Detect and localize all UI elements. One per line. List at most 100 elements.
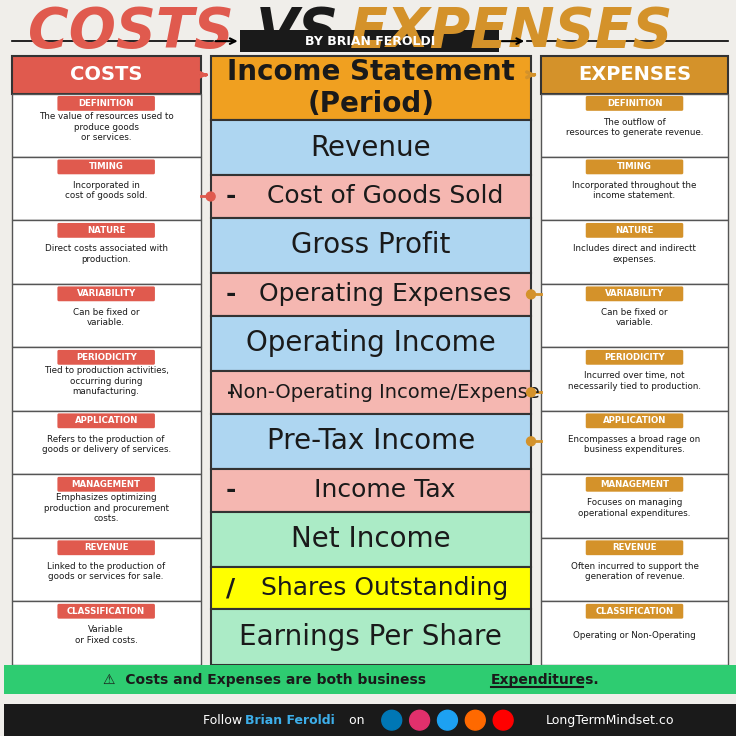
Text: Refers to the production of
goods or delivery of services.: Refers to the production of goods or del… xyxy=(42,435,171,454)
Text: COSTS: COSTS xyxy=(28,5,234,59)
Text: Incurred over time, not
necessarily tied to production.: Incurred over time, not necessarily tied… xyxy=(568,372,701,391)
Circle shape xyxy=(526,437,536,446)
Text: Operating Income: Operating Income xyxy=(246,330,496,358)
Text: Earnings Per Share: Earnings Per Share xyxy=(239,623,502,651)
Text: TIMING: TIMING xyxy=(617,163,652,171)
FancyBboxPatch shape xyxy=(541,538,728,601)
FancyBboxPatch shape xyxy=(541,347,728,411)
FancyBboxPatch shape xyxy=(210,273,531,316)
Text: TIMING: TIMING xyxy=(89,163,124,171)
FancyBboxPatch shape xyxy=(586,604,683,619)
FancyBboxPatch shape xyxy=(541,284,728,347)
Text: Operating Expenses: Operating Expenses xyxy=(258,283,511,306)
Text: Direct costs associated with
production.: Direct costs associated with production. xyxy=(45,244,168,264)
FancyBboxPatch shape xyxy=(586,540,683,555)
Text: Can be fixed or
variable.: Can be fixed or variable. xyxy=(73,308,140,328)
FancyBboxPatch shape xyxy=(57,223,155,238)
FancyBboxPatch shape xyxy=(210,469,531,512)
FancyBboxPatch shape xyxy=(57,286,155,301)
Text: on: on xyxy=(345,714,364,726)
Text: -: - xyxy=(225,283,236,306)
Text: Includes direct and indirectt
expenses.: Includes direct and indirectt expenses. xyxy=(573,244,696,264)
Circle shape xyxy=(526,290,536,299)
Text: MANAGEMENT: MANAGEMENT xyxy=(71,480,141,489)
Text: -: - xyxy=(225,185,236,208)
FancyBboxPatch shape xyxy=(57,160,155,174)
Circle shape xyxy=(465,710,485,730)
Text: DEFINITION: DEFINITION xyxy=(79,99,134,108)
FancyBboxPatch shape xyxy=(57,540,155,555)
Text: BY BRIAN FEROLDI: BY BRIAN FEROLDI xyxy=(305,35,435,48)
Text: -: - xyxy=(225,478,236,502)
FancyBboxPatch shape xyxy=(210,414,531,469)
FancyBboxPatch shape xyxy=(210,567,531,609)
Text: EXPENSES: EXPENSES xyxy=(350,5,673,59)
Text: LongTermMindset.co: LongTermMindset.co xyxy=(546,714,674,726)
Text: CLASSIFICATION: CLASSIFICATION xyxy=(67,606,145,616)
FancyBboxPatch shape xyxy=(12,93,201,157)
Text: Variable
or Fixed costs.: Variable or Fixed costs. xyxy=(75,626,138,645)
Text: Non-Operating Income/Expense: Non-Operating Income/Expense xyxy=(230,383,540,402)
FancyBboxPatch shape xyxy=(586,477,683,492)
Circle shape xyxy=(382,710,402,730)
Text: in: in xyxy=(387,715,396,725)
Text: Shares Outstanding: Shares Outstanding xyxy=(261,576,509,600)
Text: Linked to the production of
goods or services for sale.: Linked to the production of goods or ser… xyxy=(47,562,165,581)
FancyBboxPatch shape xyxy=(12,475,201,538)
FancyBboxPatch shape xyxy=(12,601,201,665)
FancyBboxPatch shape xyxy=(541,411,728,475)
Circle shape xyxy=(493,710,513,730)
Text: -: - xyxy=(227,383,235,402)
FancyBboxPatch shape xyxy=(57,414,155,428)
FancyBboxPatch shape xyxy=(541,601,728,665)
FancyBboxPatch shape xyxy=(12,347,201,411)
FancyBboxPatch shape xyxy=(210,218,531,273)
FancyBboxPatch shape xyxy=(210,316,531,371)
FancyBboxPatch shape xyxy=(586,223,683,238)
Text: Focuses on managing
operational expenditures.: Focuses on managing operational expendit… xyxy=(578,498,690,518)
Text: Follow: Follow xyxy=(202,714,246,726)
Text: CLASSIFICATION: CLASSIFICATION xyxy=(595,606,673,616)
FancyBboxPatch shape xyxy=(586,96,683,111)
Text: Revenue: Revenue xyxy=(311,133,431,161)
Text: DEFINITION: DEFINITION xyxy=(606,99,662,108)
Text: ig: ig xyxy=(415,715,424,725)
FancyBboxPatch shape xyxy=(12,411,201,475)
Text: COSTS: COSTS xyxy=(70,66,142,84)
Circle shape xyxy=(526,388,536,397)
Text: ⚠  Costs and Expenses are both business: ⚠ Costs and Expenses are both business xyxy=(103,673,431,687)
FancyBboxPatch shape xyxy=(541,221,728,284)
FancyBboxPatch shape xyxy=(57,477,155,492)
Text: Emphasizes optimizing
production and procurement
costs.: Emphasizes optimizing production and pro… xyxy=(43,493,169,523)
Text: th: th xyxy=(470,715,481,725)
FancyBboxPatch shape xyxy=(4,704,736,736)
FancyBboxPatch shape xyxy=(586,414,683,428)
FancyBboxPatch shape xyxy=(241,30,499,52)
FancyBboxPatch shape xyxy=(57,350,155,365)
Text: VARIABILITY: VARIABILITY xyxy=(77,289,135,298)
FancyBboxPatch shape xyxy=(12,538,201,601)
FancyBboxPatch shape xyxy=(57,96,155,111)
Text: APPLICATION: APPLICATION xyxy=(603,417,666,425)
FancyBboxPatch shape xyxy=(57,604,155,619)
FancyBboxPatch shape xyxy=(12,284,201,347)
Text: Incorporated throughout the
income statement.: Incorporated throughout the income state… xyxy=(573,181,697,200)
Text: Often incurred to support the
generation of revenue.: Often incurred to support the generation… xyxy=(570,562,698,581)
Text: PERIODICITY: PERIODICITY xyxy=(76,353,137,362)
Text: Cost of Goods Sold: Cost of Goods Sold xyxy=(266,185,503,208)
FancyBboxPatch shape xyxy=(12,221,201,284)
FancyBboxPatch shape xyxy=(210,609,531,665)
FancyBboxPatch shape xyxy=(210,371,531,414)
Text: yt: yt xyxy=(498,715,508,725)
Text: REVENUE: REVENUE xyxy=(84,543,128,552)
Text: Net Income: Net Income xyxy=(291,526,450,553)
FancyBboxPatch shape xyxy=(210,120,531,175)
Text: The outflow of
resources to generate revenue.: The outflow of resources to generate rev… xyxy=(566,118,703,137)
Text: NATURE: NATURE xyxy=(87,226,125,235)
FancyBboxPatch shape xyxy=(586,286,683,301)
Text: Encompasses a broad rage on
business expenditures.: Encompasses a broad rage on business exp… xyxy=(568,435,701,454)
Text: X: X xyxy=(445,715,450,725)
Text: REVENUE: REVENUE xyxy=(612,543,657,552)
Text: VS: VS xyxy=(255,5,339,59)
Text: MANAGEMENT: MANAGEMENT xyxy=(600,480,669,489)
